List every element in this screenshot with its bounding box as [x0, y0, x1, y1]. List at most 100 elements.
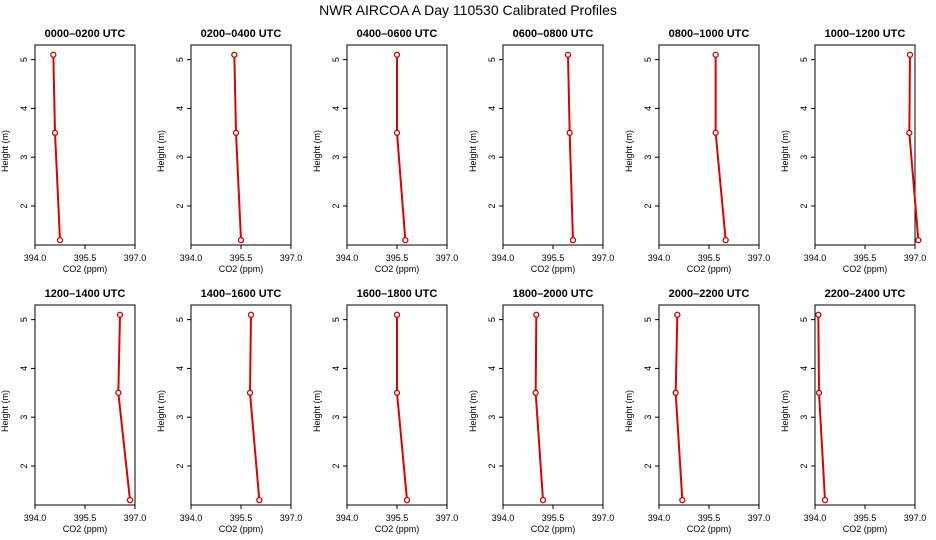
- x-tick-label: 394.0: [492, 513, 515, 523]
- profile-line: [52, 54, 61, 241]
- y-tick-label: 4: [643, 106, 653, 111]
- data-point: [815, 311, 822, 318]
- x-tick-label: 394.0: [492, 253, 515, 263]
- data-point: [232, 129, 240, 136]
- data-point: [402, 236, 409, 244]
- data-point: [256, 496, 263, 504]
- y-tick-label: 5: [19, 317, 29, 322]
- data-point: [564, 51, 572, 58]
- panel-1: 0000–0200 UTC 394.0 395.5 397.0 2 3 4 5 CO2 (ppm…: [0, 28, 146, 274]
- x-axis-label: CO2 (ppm): [531, 264, 576, 274]
- y-axis-label: Height (m): [0, 130, 10, 172]
- plot-frame: [502, 304, 604, 506]
- x-tick-label: 394.0: [24, 513, 47, 523]
- profile-line: [567, 54, 574, 241]
- x-tick-label: 394.0: [180, 253, 203, 263]
- data-point: [393, 51, 401, 58]
- y-tick-label: 3: [487, 415, 497, 420]
- panel-title: 2000–2200 UTC: [669, 288, 750, 300]
- x-tick-label: 395.5: [230, 253, 253, 263]
- x-tick-label: 397.0: [904, 513, 927, 523]
- data-point: [679, 496, 686, 504]
- y-axis-label: Height (m): [624, 390, 634, 432]
- profile-line: [714, 54, 727, 241]
- x-tick-label: 397.0: [436, 513, 459, 523]
- data-point: [532, 389, 539, 396]
- y-tick-label: 2: [19, 463, 29, 468]
- data-point: [246, 389, 254, 396]
- y-tick-label: 5: [19, 57, 29, 62]
- plot-frame: [814, 304, 916, 506]
- panel-10: 1800–2000 UTC 394.0 395.5 397.0 2 3 4 5 CO2 (ppm…: [468, 288, 614, 534]
- y-tick-label: 5: [487, 317, 497, 322]
- x-axis-label: CO2 (ppm): [375, 524, 420, 534]
- panel-12: 2200–2400 UTC 394.0 395.5 397.0 2 3 4 5 CO2 (ppm…: [780, 288, 926, 534]
- x-tick-label: 394.0: [24, 253, 47, 263]
- y-tick-label: 5: [175, 317, 185, 322]
- y-tick-label: 5: [331, 57, 341, 62]
- panel-title: 1000–1200 UTC: [825, 28, 906, 40]
- data-point: [672, 389, 679, 396]
- data-point: [231, 51, 238, 58]
- y-tick-label: 4: [175, 366, 185, 371]
- x-tick-label: 397.0: [436, 253, 459, 263]
- x-tick-label: 395.5: [854, 253, 877, 263]
- y-tick-label: 3: [331, 155, 341, 160]
- x-tick-label: 394.0: [336, 253, 359, 263]
- y-axis-label: Height (m): [780, 390, 790, 432]
- data-point: [712, 51, 719, 58]
- x-axis-label: CO2 (ppm): [843, 264, 888, 274]
- y-tick-label: 2: [175, 203, 185, 208]
- y-tick-label: 3: [799, 155, 809, 160]
- y-axis-label: Height (m): [624, 130, 634, 172]
- x-tick-label: 394.0: [648, 513, 671, 523]
- data-point: [815, 389, 823, 396]
- y-axis-label: Height (m): [312, 130, 322, 172]
- y-tick-label: 4: [487, 366, 497, 371]
- x-axis-label: CO2 (ppm): [531, 524, 576, 534]
- y-tick-label: 2: [19, 203, 29, 208]
- y-tick-label: 5: [799, 317, 809, 322]
- y-tick-label: 3: [331, 415, 341, 420]
- x-tick-label: 395.5: [698, 253, 721, 263]
- panel-title: 0000–0200 UTC: [45, 28, 126, 40]
- y-tick-label: 2: [487, 463, 497, 468]
- plot-frame: [34, 44, 136, 246]
- x-axis-label: CO2 (ppm): [687, 264, 732, 274]
- panel-3: 0400–0600 UTC 394.0 395.5 397.0 2 3 4 5 CO2 (ppm…: [312, 28, 458, 274]
- y-tick-label: 2: [643, 463, 653, 468]
- panel-5: 0800–1000 UTC 394.0 395.5 397.0 2 3 4 5 CO2 (ppm…: [624, 28, 770, 274]
- plot-frame: [502, 44, 604, 246]
- x-tick-label: 394.0: [648, 253, 671, 263]
- panel-2: 0200–0400 UTC 394.0 395.5 397.0 2 3 4 5 CO2 (ppm…: [156, 28, 302, 274]
- panel-6: 1000–1200 UTC 394.0 395.5 397.0 2 3 4 5 CO2 (ppm…: [780, 28, 926, 274]
- profile-line: [248, 314, 261, 501]
- data-point: [115, 389, 122, 396]
- data-point: [403, 496, 411, 504]
- x-tick-label: 395.5: [230, 513, 253, 523]
- panel-title: 1800–2000 UTC: [513, 288, 594, 300]
- panel-title: 0800–1000 UTC: [669, 28, 750, 40]
- data-point: [674, 311, 681, 318]
- y-tick-label: 2: [331, 463, 341, 468]
- y-axis-label: Height (m): [156, 390, 166, 432]
- x-tick-label: 397.0: [280, 513, 303, 523]
- data-point: [247, 311, 255, 318]
- x-tick-label: 395.5: [74, 513, 97, 523]
- plot-frame: [190, 44, 292, 246]
- x-tick-label: 397.0: [592, 513, 615, 523]
- data-point: [821, 496, 829, 504]
- y-axis-label: Height (m): [312, 390, 322, 432]
- x-tick-label: 395.5: [854, 513, 877, 523]
- data-point: [237, 236, 245, 244]
- x-axis-label: CO2 (ppm): [687, 524, 732, 534]
- y-tick-label: 5: [487, 57, 497, 62]
- profile-line: [908, 54, 920, 241]
- profile-line: [396, 54, 407, 241]
- x-tick-label: 395.5: [386, 513, 409, 523]
- y-tick-label: 4: [331, 106, 341, 111]
- x-tick-label: 395.5: [698, 513, 721, 523]
- x-tick-label: 394.0: [180, 513, 203, 523]
- chart-main-title: NWR AIRCOA A Day 110530 Calibrated Profi…: [319, 2, 617, 18]
